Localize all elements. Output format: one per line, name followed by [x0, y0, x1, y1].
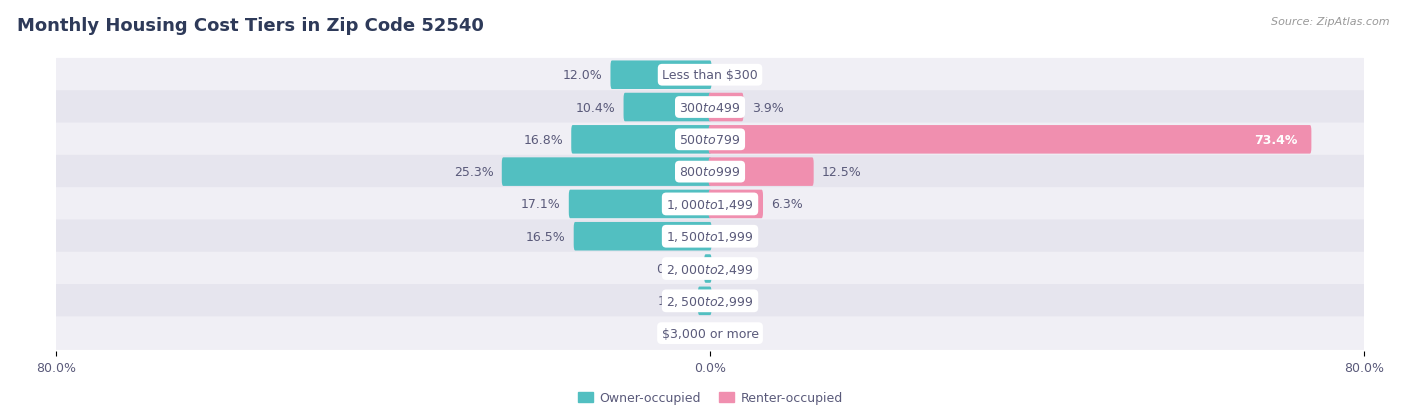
FancyBboxPatch shape [56, 284, 1364, 318]
Text: 0.0%: 0.0% [720, 294, 752, 308]
Text: 6.3%: 6.3% [772, 198, 803, 211]
FancyBboxPatch shape [56, 123, 1364, 157]
Text: 0.0%: 0.0% [720, 327, 752, 340]
Text: Monthly Housing Cost Tiers in Zip Code 52540: Monthly Housing Cost Tiers in Zip Code 5… [17, 17, 484, 34]
Text: 0.0%: 0.0% [668, 327, 700, 340]
Text: $800 to $999: $800 to $999 [679, 166, 741, 179]
Text: $1,500 to $1,999: $1,500 to $1,999 [666, 230, 754, 244]
FancyBboxPatch shape [56, 59, 1364, 92]
FancyBboxPatch shape [56, 91, 1364, 125]
FancyBboxPatch shape [709, 93, 744, 122]
Text: Less than $300: Less than $300 [662, 69, 758, 82]
Text: 73.4%: 73.4% [1254, 133, 1298, 147]
FancyBboxPatch shape [709, 126, 1312, 154]
FancyBboxPatch shape [704, 255, 711, 283]
FancyBboxPatch shape [697, 287, 711, 316]
Text: 0.0%: 0.0% [720, 262, 752, 275]
Text: Source: ZipAtlas.com: Source: ZipAtlas.com [1271, 17, 1389, 26]
Text: $300 to $499: $300 to $499 [679, 101, 741, 114]
Text: $3,000 or more: $3,000 or more [662, 327, 758, 340]
Text: 1.3%: 1.3% [658, 294, 689, 308]
Text: $500 to $799: $500 to $799 [679, 133, 741, 147]
Text: 16.5%: 16.5% [526, 230, 565, 243]
FancyBboxPatch shape [709, 190, 763, 218]
FancyBboxPatch shape [623, 93, 711, 122]
FancyBboxPatch shape [56, 252, 1364, 286]
Text: $2,000 to $2,499: $2,000 to $2,499 [666, 262, 754, 276]
Text: 25.3%: 25.3% [454, 166, 494, 179]
Text: 12.0%: 12.0% [562, 69, 602, 82]
FancyBboxPatch shape [709, 158, 814, 186]
Text: $2,500 to $2,999: $2,500 to $2,999 [666, 294, 754, 308]
Text: 16.8%: 16.8% [523, 133, 562, 147]
FancyBboxPatch shape [502, 158, 711, 186]
FancyBboxPatch shape [56, 155, 1364, 189]
FancyBboxPatch shape [574, 223, 711, 251]
Text: 0.53%: 0.53% [657, 262, 696, 275]
FancyBboxPatch shape [571, 126, 711, 154]
Text: 17.1%: 17.1% [520, 198, 561, 211]
FancyBboxPatch shape [56, 188, 1364, 221]
Legend: Owner-occupied, Renter-occupied: Owner-occupied, Renter-occupied [572, 387, 848, 409]
Text: 10.4%: 10.4% [575, 101, 616, 114]
FancyBboxPatch shape [569, 190, 711, 218]
Text: 12.5%: 12.5% [823, 166, 862, 179]
Text: $1,000 to $1,499: $1,000 to $1,499 [666, 197, 754, 211]
FancyBboxPatch shape [56, 220, 1364, 254]
FancyBboxPatch shape [610, 61, 711, 90]
Text: 0.0%: 0.0% [720, 69, 752, 82]
Text: 0.0%: 0.0% [720, 230, 752, 243]
Text: 3.9%: 3.9% [752, 101, 783, 114]
FancyBboxPatch shape [56, 317, 1364, 350]
